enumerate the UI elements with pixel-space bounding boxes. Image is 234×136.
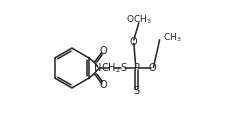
Text: S: S bbox=[120, 63, 126, 73]
Text: CH$_2$: CH$_2$ bbox=[101, 61, 121, 75]
Text: N: N bbox=[94, 63, 101, 73]
Text: O: O bbox=[148, 63, 156, 73]
Text: P: P bbox=[134, 63, 139, 73]
Text: O: O bbox=[100, 80, 107, 90]
Text: OCH$_3$: OCH$_3$ bbox=[126, 14, 152, 26]
Text: CH$_3$: CH$_3$ bbox=[163, 31, 182, 44]
Text: S: S bbox=[133, 86, 140, 96]
Text: O: O bbox=[129, 37, 137, 47]
Text: O: O bbox=[100, 46, 107, 56]
